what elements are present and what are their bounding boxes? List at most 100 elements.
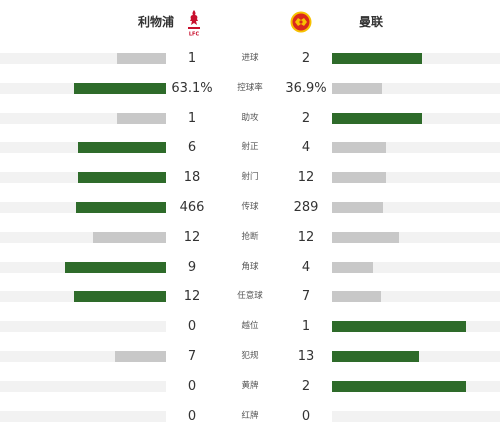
away-stat-bar bbox=[332, 112, 422, 124]
home-stat-value: 12 bbox=[183, 289, 201, 305]
home-stat-bar bbox=[115, 350, 166, 362]
home-stat-bar bbox=[78, 142, 166, 154]
away-stat-bar bbox=[332, 53, 422, 64]
away-stat-value: 1 bbox=[301, 319, 311, 335]
stat-label: 进球 bbox=[241, 53, 259, 63]
away-stat-value: 36.9% bbox=[285, 80, 327, 96]
away-stat-value: 2 bbox=[301, 110, 311, 126]
stat-row: 7 犯规 13 bbox=[0, 342, 500, 372]
away-stat-bar bbox=[332, 261, 373, 273]
manchester-united-crest-icon bbox=[290, 11, 312, 33]
home-stat-value: 466 bbox=[179, 199, 205, 215]
home-stat-track bbox=[0, 172, 166, 184]
home-stat-value: 12 bbox=[183, 229, 201, 245]
stat-row: 6 射正 4 bbox=[0, 133, 500, 163]
home-stat-value: 18 bbox=[183, 170, 201, 186]
home-stat-track bbox=[0, 350, 166, 362]
liverpool-crest-icon: LFC bbox=[188, 10, 200, 37]
stat-row: 9 角球 4 bbox=[0, 253, 500, 283]
away-stat-track bbox=[332, 380, 500, 392]
match-stats-list: 1 进球 2 63.1% 控球率 36.9% 1 助攻 2 6 射正 4 18 射门 12 466 传球 289 1… bbox=[0, 44, 500, 431]
home-stat-bar bbox=[74, 291, 166, 303]
home-stat-track bbox=[0, 380, 166, 392]
stat-row: 12 抢断 12 bbox=[0, 223, 500, 253]
away-stat-value: 0 bbox=[301, 408, 311, 424]
stat-label: 黄牌 bbox=[241, 380, 259, 391]
away-stat-value: 4 bbox=[301, 259, 311, 275]
stat-row: 1 助攻 2 bbox=[0, 104, 500, 134]
home-stat-bar bbox=[93, 231, 166, 243]
home-stat-value: 1 bbox=[187, 51, 197, 66]
away-stat-track bbox=[332, 261, 500, 273]
home-stat-track bbox=[0, 82, 166, 94]
away-stat-value: 2 bbox=[301, 378, 311, 394]
home-stat-track bbox=[0, 53, 166, 64]
home-stat-bar bbox=[65, 261, 166, 273]
home-stat-value: 0 bbox=[187, 319, 197, 335]
away-stat-bar bbox=[332, 291, 381, 303]
away-stat-value: 12 bbox=[297, 170, 315, 186]
away-stat-track bbox=[332, 410, 500, 422]
stat-label: 越位 bbox=[241, 321, 259, 332]
stat-label: 犯规 bbox=[241, 350, 259, 361]
away-stat-value: 13 bbox=[297, 348, 315, 364]
stat-label: 助攻 bbox=[241, 112, 259, 123]
stat-label: 抢断 bbox=[241, 231, 259, 242]
stat-label: 控球率 bbox=[237, 82, 263, 93]
home-stat-bar bbox=[117, 112, 166, 124]
away-stat-track bbox=[332, 112, 500, 124]
home-stat-track bbox=[0, 291, 166, 303]
home-stat-track bbox=[0, 410, 166, 422]
stat-row: 466 传球 289 bbox=[0, 193, 500, 223]
away-stat-bar bbox=[332, 350, 419, 362]
home-stat-bar bbox=[74, 82, 166, 94]
stat-label: 任意球 bbox=[237, 291, 263, 302]
stat-label: 角球 bbox=[241, 261, 259, 272]
home-stat-value: 6 bbox=[187, 140, 197, 156]
home-stat-track bbox=[0, 112, 166, 124]
away-stat-track bbox=[332, 172, 500, 184]
away-stat-bar bbox=[332, 142, 386, 154]
away-stat-track bbox=[332, 321, 500, 333]
away-stat-value: 7 bbox=[301, 289, 311, 305]
stat-label: 射正 bbox=[241, 142, 259, 153]
stat-label: 红牌 bbox=[241, 410, 259, 421]
away-stat-track bbox=[332, 231, 500, 243]
away-team-name: 曼联 bbox=[359, 15, 384, 29]
stat-row: 12 任意球 7 bbox=[0, 282, 500, 312]
away-stat-value: 2 bbox=[301, 51, 311, 66]
away-stat-bar bbox=[332, 380, 466, 392]
home-stat-track bbox=[0, 261, 166, 273]
stat-label: 射门 bbox=[241, 172, 259, 183]
away-stat-track bbox=[332, 142, 500, 154]
away-stat-value: 289 bbox=[293, 199, 319, 215]
stat-row: 0 越位 1 bbox=[0, 312, 500, 342]
away-stat-bar bbox=[332, 321, 466, 333]
home-stat-value: 0 bbox=[187, 378, 197, 394]
stat-row: 63.1% 控球率 36.9% bbox=[0, 74, 500, 104]
away-stat-bar bbox=[332, 82, 382, 94]
home-stat-value: 1 bbox=[187, 110, 197, 126]
home-stat-bar bbox=[78, 172, 166, 184]
stat-row: 0 黄牌 2 bbox=[0, 372, 500, 402]
home-stat-value: 9 bbox=[187, 259, 197, 275]
home-stat-bar bbox=[117, 53, 166, 64]
match-header: 利物浦 LFC 曼联 bbox=[0, 0, 500, 46]
away-stat-bar bbox=[332, 201, 383, 213]
away-stat-bar bbox=[332, 172, 386, 184]
home-stat-bar bbox=[76, 201, 166, 213]
away-stat-track bbox=[332, 350, 500, 362]
home-stat-value: 63.1% bbox=[171, 80, 213, 96]
home-stat-track bbox=[0, 231, 166, 243]
away-stat-track bbox=[332, 291, 500, 303]
away-stat-track bbox=[332, 53, 500, 64]
away-stat-track bbox=[332, 82, 500, 94]
stat-label: 传球 bbox=[241, 201, 259, 212]
home-stat-value: 7 bbox=[187, 348, 197, 364]
away-stat-value: 12 bbox=[297, 229, 315, 245]
away-stat-value: 4 bbox=[301, 140, 311, 156]
home-stat-track bbox=[0, 201, 166, 213]
stat-row: 18 射门 12 bbox=[0, 163, 500, 193]
stat-row: 0 红牌 0 bbox=[0, 402, 500, 432]
away-stat-track bbox=[332, 201, 500, 213]
